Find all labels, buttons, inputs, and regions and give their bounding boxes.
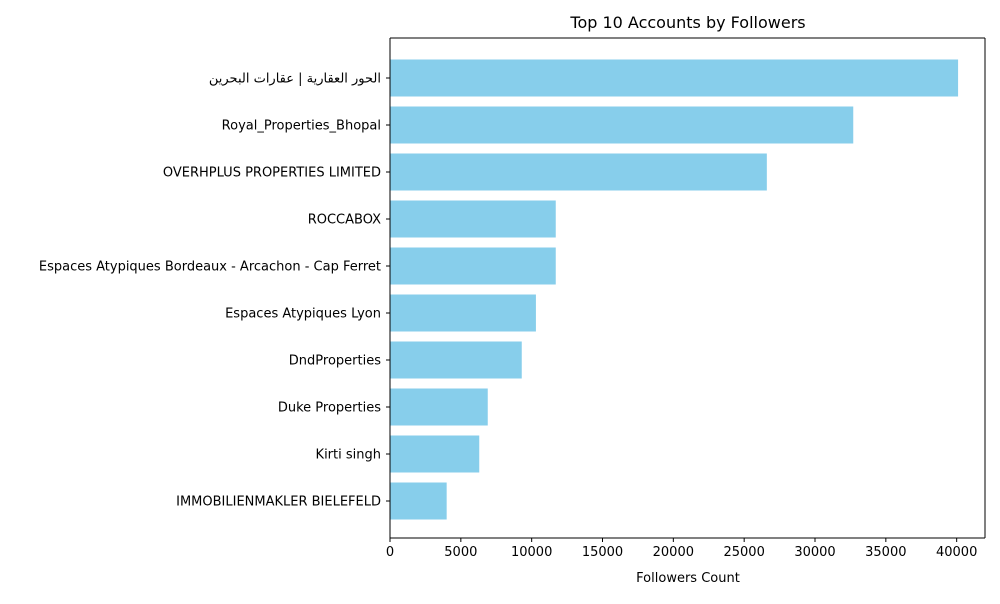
x-tick-label: 40000 bbox=[936, 545, 977, 560]
chart-title: Top 10 Accounts by Followers bbox=[569, 13, 805, 32]
x-tick-label: 10000 bbox=[511, 545, 552, 560]
x-tick-label: 5000 bbox=[444, 545, 477, 560]
bar bbox=[390, 153, 767, 191]
y-tick-label: IMMOBILIENMAKLER BIELEFELD bbox=[176, 495, 381, 510]
x-tick-label: 30000 bbox=[794, 545, 835, 560]
y-tick-label: الحور العقارية | عقارات البحرين bbox=[209, 72, 381, 87]
x-tick-label: 35000 bbox=[865, 545, 906, 560]
bar bbox=[390, 435, 480, 473]
y-axis-ticks: الحور العقارية | عقارات البحرين Royal_Pro… bbox=[39, 72, 390, 510]
y-tick-label: Royal_Properties_Bhopal bbox=[222, 119, 381, 134]
y-tick-label: Espaces Atypiques Bordeaux - Arcachon - … bbox=[39, 260, 381, 275]
x-tick-label: 0 bbox=[386, 545, 394, 560]
y-tick-label: ROCCABOX bbox=[308, 213, 381, 228]
x-axis-ticks: 0 5000 10000 15000 20000 25000 30000 35000 40000 bbox=[386, 538, 977, 560]
y-tick-label: Espaces Atypiques Lyon bbox=[225, 307, 381, 322]
y-tick-label: DndProperties bbox=[289, 354, 381, 369]
bars-group bbox=[390, 59, 959, 520]
axes-frame bbox=[389, 37, 986, 539]
bar bbox=[390, 247, 556, 285]
x-tick-label: 20000 bbox=[653, 545, 694, 560]
y-tick-label: Duke Properties bbox=[278, 401, 381, 416]
y-tick-label: OVERHPLUS PROPERTIES LIMITED bbox=[163, 166, 381, 181]
bar bbox=[390, 106, 854, 144]
bar bbox=[390, 59, 959, 97]
bar bbox=[390, 341, 522, 379]
bar bbox=[390, 200, 556, 238]
bar bbox=[390, 294, 536, 332]
bar bbox=[390, 482, 447, 520]
y-tick-label: Kirti singh bbox=[316, 448, 381, 463]
x-tick-label: 25000 bbox=[723, 545, 764, 560]
bar bbox=[390, 388, 488, 426]
x-axis-label: Followers Count bbox=[636, 571, 740, 586]
x-tick-label: 15000 bbox=[582, 545, 623, 560]
